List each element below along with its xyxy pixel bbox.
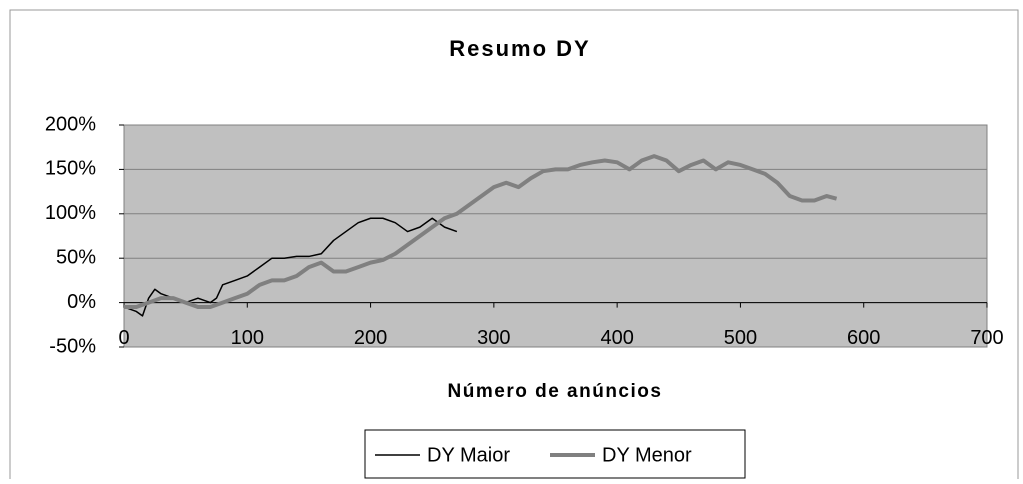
data-line: [123, 217, 458, 317]
x-tick-label: 100: [231, 327, 264, 349]
x-axis-label: Número de anúncios: [448, 381, 663, 402]
plot-area: [123, 124, 988, 348]
x-tick-label: 500: [724, 327, 757, 349]
y-tick-label: 0%: [67, 291, 96, 313]
legend-label: DY Maior: [427, 444, 510, 466]
y-tick-label: -50%: [49, 335, 96, 357]
y-tick-label: 50%: [56, 246, 96, 268]
legend-label: DY Menor: [602, 444, 692, 466]
chart-title: Resumo DY: [449, 36, 590, 61]
x-tick-label: 700: [970, 327, 1003, 349]
y-tick-label: 200%: [45, 113, 96, 135]
x-tick-label: 200: [354, 327, 387, 349]
data-line: [124, 154, 838, 310]
x-tick-label: 0: [118, 327, 129, 349]
x-tick-label: 400: [600, 327, 633, 349]
x-tick-label: 300: [477, 327, 510, 349]
x-tick-label: 600: [847, 327, 880, 349]
y-tick-label: 150%: [45, 158, 96, 180]
y-tick-label: 100%: [45, 202, 96, 224]
